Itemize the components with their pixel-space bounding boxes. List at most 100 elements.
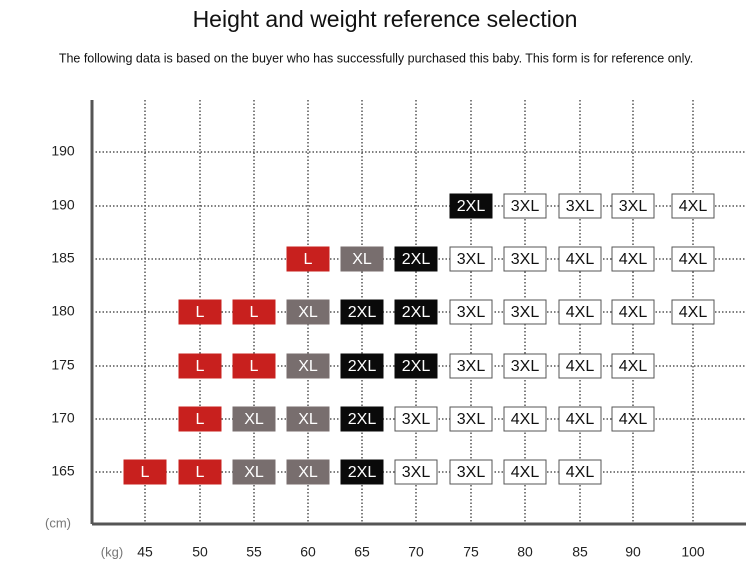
x-axis-unit: (kg): [101, 544, 123, 559]
size-badge: [286, 406, 330, 432]
size-label: 2XL: [348, 411, 377, 428]
size-label: 3XL: [511, 304, 540, 321]
size-label: XL: [298, 411, 318, 428]
size-label: 3XL: [511, 198, 540, 215]
size-label: 4XL: [566, 411, 595, 428]
size-badge: [178, 299, 222, 325]
size-badge: [671, 193, 715, 219]
size-label: L: [196, 304, 205, 321]
size-badge: [558, 246, 602, 272]
y-label: 190: [51, 197, 75, 213]
size-badge: [286, 299, 330, 325]
y-label: 180: [51, 303, 75, 319]
size-badge: [611, 406, 655, 432]
size-badge: [394, 246, 438, 272]
size-label: XL: [298, 304, 318, 321]
size-label: 4XL: [511, 411, 540, 428]
y-label: 190: [51, 143, 75, 159]
size-badge: [178, 353, 222, 379]
size-badge: [394, 353, 438, 379]
size-badge: [558, 406, 602, 432]
size-badge: [394, 459, 438, 485]
size-badge: [503, 353, 547, 379]
size-label: 2XL: [348, 358, 377, 375]
size-badge: [449, 353, 493, 379]
x-label: 100: [681, 544, 705, 560]
size-label: XL: [244, 464, 264, 481]
size-label: L: [196, 464, 205, 481]
size-label: 3XL: [402, 411, 431, 428]
size-label: XL: [244, 411, 264, 428]
size-badge: [611, 353, 655, 379]
subtitle: The following data is based on the buyer…: [59, 51, 693, 65]
size-badge: [123, 459, 167, 485]
title: Height and weight reference selection: [193, 6, 578, 32]
x-label: 60: [300, 544, 316, 560]
size-label: L: [250, 304, 259, 321]
size-badge: [671, 299, 715, 325]
x-label: 65: [354, 544, 370, 560]
x-label: 50: [192, 544, 208, 560]
x-label: 45: [137, 544, 153, 560]
y-label: 175: [51, 357, 75, 373]
y-label: 170: [51, 410, 75, 426]
size-badge: [340, 459, 384, 485]
size-badge: [178, 406, 222, 432]
size-badge: [558, 459, 602, 485]
size-badge: [340, 353, 384, 379]
size-label: 4XL: [679, 251, 708, 268]
size-label: 4XL: [511, 464, 540, 481]
y-label: 165: [51, 463, 75, 479]
size-badge: [232, 299, 276, 325]
size-label: 4XL: [619, 304, 648, 321]
size-label: 4XL: [679, 198, 708, 215]
size-label: XL: [298, 464, 318, 481]
size-label: 2XL: [457, 198, 486, 215]
size-badge: [449, 193, 493, 219]
size-label: 3XL: [402, 464, 431, 481]
size-label: 4XL: [566, 464, 595, 481]
size-badge: [503, 459, 547, 485]
size-label: 4XL: [566, 251, 595, 268]
size-label: 4XL: [679, 304, 708, 321]
size-label: 3XL: [457, 358, 486, 375]
x-label: 70: [408, 544, 424, 560]
size-label: 3XL: [511, 358, 540, 375]
size-label: 3XL: [619, 198, 648, 215]
size-badge: [286, 246, 330, 272]
size-badge: [232, 459, 276, 485]
size-label: 3XL: [511, 251, 540, 268]
size-label: 4XL: [566, 304, 595, 321]
size-badge: [503, 246, 547, 272]
size-label: 4XL: [619, 251, 648, 268]
size-badge: [503, 193, 547, 219]
size-label: L: [196, 358, 205, 375]
size-label: L: [304, 251, 313, 268]
size-badge: [178, 459, 222, 485]
size-label: 3XL: [566, 198, 595, 215]
size-badge: [340, 299, 384, 325]
size-label: 3XL: [457, 304, 486, 321]
x-label: 90: [625, 544, 641, 560]
size-badge: [671, 246, 715, 272]
size-label: L: [141, 464, 150, 481]
size-badge: [232, 406, 276, 432]
size-badge: [611, 246, 655, 272]
size-badge: [449, 299, 493, 325]
size-label: 3XL: [457, 251, 486, 268]
x-label: 85: [572, 544, 588, 560]
size-label: 3XL: [457, 411, 486, 428]
y-label: 185: [51, 250, 75, 266]
size-badge: [449, 459, 493, 485]
size-label: XL: [298, 358, 318, 375]
size-label: L: [196, 411, 205, 428]
size-badge: [394, 406, 438, 432]
size-badge: [232, 353, 276, 379]
x-label: 75: [463, 544, 479, 560]
size-label: 2XL: [402, 358, 431, 375]
size-label: 4XL: [619, 358, 648, 375]
size-label: L: [250, 358, 259, 375]
size-badge: [503, 299, 547, 325]
size-badge: [449, 406, 493, 432]
